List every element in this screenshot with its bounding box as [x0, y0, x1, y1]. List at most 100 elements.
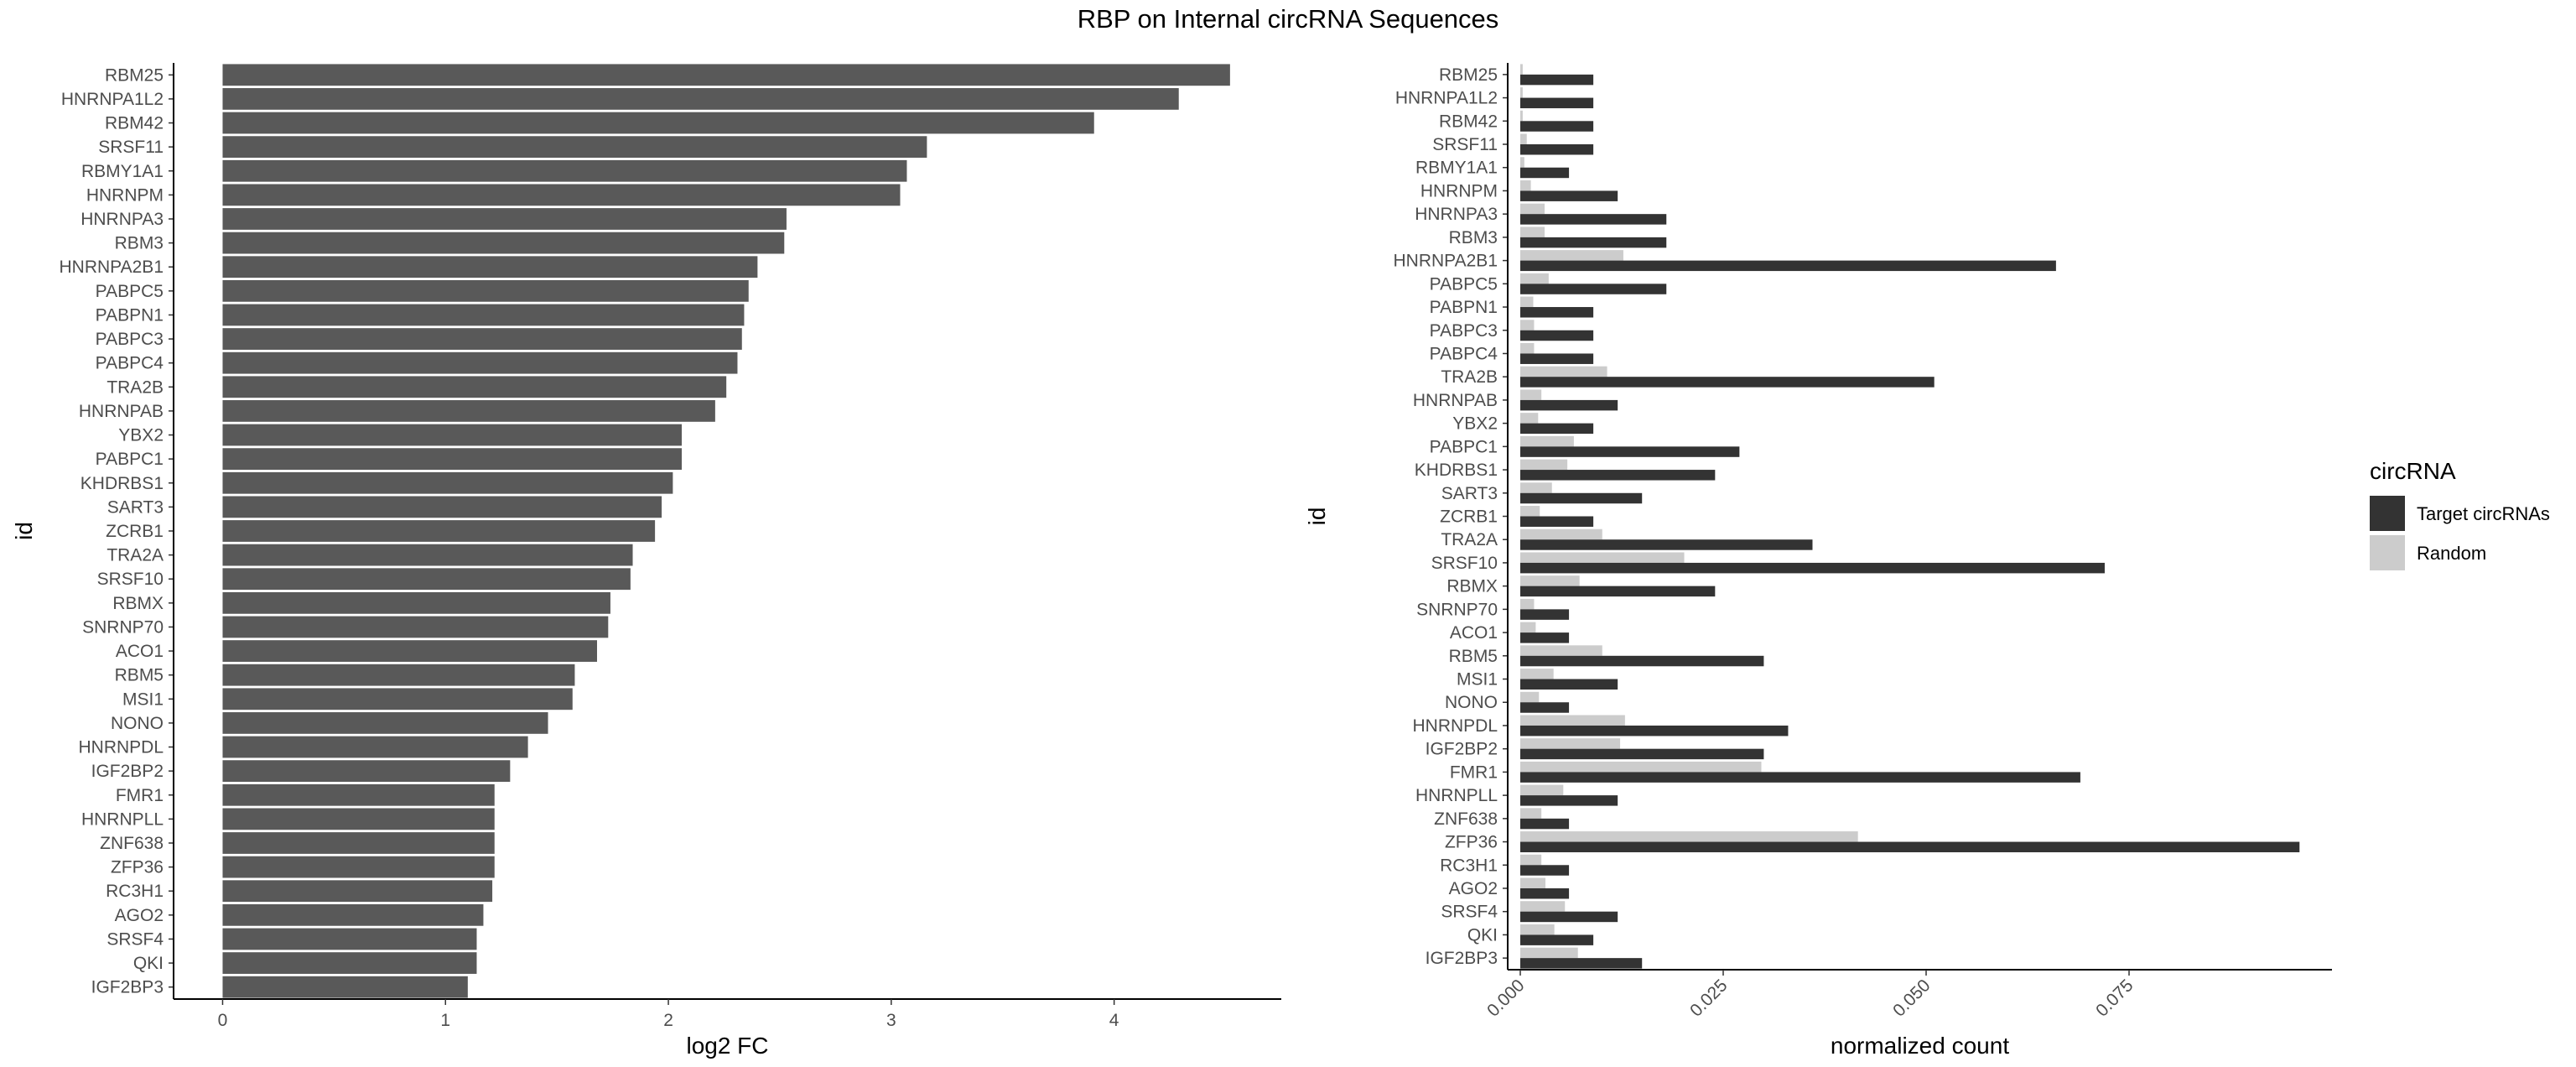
bar-ago2 — [222, 903, 484, 926]
y-tick-label: MSI1 — [1457, 670, 1498, 690]
bar-random-rbmx — [1520, 575, 1580, 586]
bar-random-pabpn1 — [1520, 296, 1534, 308]
bar-random-hnrnpa2b1 — [1520, 250, 1623, 261]
bar-random-igf2bp3 — [1520, 947, 1578, 959]
bar-target-qki — [1520, 934, 1594, 945]
bar-target-rc3h1 — [1520, 865, 1570, 876]
x-tick-label: 4 — [1109, 1011, 1119, 1030]
y-tick-label: RC3H1 — [1440, 856, 1498, 875]
y-tick-label: PABPN1 — [96, 305, 164, 325]
bar-rbmy1a1 — [222, 159, 907, 182]
bar-target-khdrbs1 — [1520, 470, 1716, 481]
bar-random-srsf11 — [1520, 133, 1527, 145]
bar-random-srsf4 — [1520, 901, 1566, 912]
bar-random-qki — [1520, 924, 1555, 935]
bar-target-hnrnpm — [1520, 190, 1618, 201]
y-tick-label: PABPC5 — [1430, 274, 1498, 294]
y-tick-label: AGO2 — [115, 906, 164, 925]
y-tick-label: RBM25 — [1439, 65, 1498, 85]
bar-target-nono — [1520, 702, 1570, 713]
legend: circRNA Target circRNAs Random — [2370, 458, 2550, 570]
bar-random-hnrnpa3 — [1520, 203, 1545, 215]
bar-sart3 — [222, 496, 662, 518]
bar-random-hnrnpdl — [1520, 715, 1625, 726]
y-tick-label: SRSF10 — [1431, 554, 1498, 573]
y-tick-label: NONO — [1445, 693, 1498, 712]
y-tick-label: SRSF11 — [1432, 135, 1498, 154]
bar-target-snrnp70 — [1520, 609, 1570, 620]
bar-random-srsf10 — [1520, 552, 1685, 563]
y-tick-label: HNRNPA2B1 — [60, 258, 164, 277]
bar-random-rbm25 — [1520, 64, 1523, 75]
bar-pabpc1 — [222, 448, 683, 471]
bar-target-igf2bp3 — [1520, 958, 1643, 969]
y-tick-label: KHDRBS1 — [1415, 461, 1498, 480]
y-tick-label: YBX2 — [118, 426, 164, 445]
legend-label-target-circrnas: Target circRNAs — [2417, 503, 2550, 524]
bar-target-hnrnpa1l2 — [1520, 97, 1594, 109]
y-tick-label: IGF2BP2 — [91, 762, 164, 781]
legend-key-target-circrnas — [2370, 496, 2405, 531]
bar-hnrnpa3 — [222, 208, 787, 230]
bar-msi1 — [222, 688, 573, 710]
bar-random-rbm5 — [1520, 645, 1602, 656]
bar-igf2bp3 — [222, 976, 468, 998]
y-tick-label: PABPC4 — [96, 354, 164, 373]
bar-hnrnpa1l2 — [222, 88, 1179, 110]
bar-target-srsf4 — [1520, 911, 1618, 923]
bar-hnrnpa2b1 — [222, 256, 758, 278]
bar-srsf11 — [222, 136, 927, 159]
x-tick-label: 1 — [440, 1011, 450, 1030]
bar-random-nono — [1520, 691, 1540, 703]
bar-target-pabpc5 — [1520, 284, 1667, 294]
y-tick-label: TRA2B — [106, 377, 164, 397]
y-tick-label: MSI1 — [122, 690, 164, 709]
bar-rbm25 — [222, 64, 1230, 86]
bar-hnrnpm — [222, 184, 901, 206]
bar-random-fmr1 — [1520, 761, 1762, 773]
bar-pabpc5 — [222, 279, 749, 302]
y-tick-label: SRSF11 — [98, 138, 164, 157]
bar-srsf4 — [222, 928, 477, 950]
bar-zcrb1 — [222, 520, 656, 542]
bar-target-hnrnpa2b1 — [1520, 260, 2056, 272]
bar-random-rbm42 — [1520, 110, 1523, 122]
bar-random-igf2bp2 — [1520, 738, 1621, 749]
y-tick-label: HNRNPLL — [81, 809, 164, 829]
bar-random-khdrbs1 — [1520, 459, 1568, 471]
y-tick-label: TRA2B — [1441, 367, 1498, 387]
bar-rbm5 — [222, 664, 575, 686]
bar-rbm3 — [222, 232, 785, 254]
bar-random-pabpc3 — [1520, 320, 1535, 331]
bar-target-fmr1 — [1520, 772, 2080, 783]
y-tick-label: RBM42 — [105, 114, 164, 133]
bar-target-rbm3 — [1520, 237, 1667, 248]
bar-khdrbs1 — [222, 471, 673, 494]
bar-random-pabpc5 — [1520, 273, 1549, 284]
bar-random-ago2 — [1520, 877, 1546, 888]
y-tick-label: ZNF638 — [100, 834, 164, 853]
bar-target-ago2 — [1520, 887, 1570, 899]
y-axis-title: id — [11, 522, 37, 540]
bar-random-hnrnpm — [1520, 180, 1531, 191]
legend-key-random — [2370, 535, 2405, 570]
y-tick-label: HNRNPDL — [1412, 716, 1498, 736]
bar-nono — [222, 712, 548, 734]
y-tick-label: PABPC1 — [1430, 437, 1498, 456]
bar-random-hnrnpab — [1520, 389, 1542, 400]
bar-random-znf638 — [1520, 808, 1542, 819]
bar-igf2bp2 — [222, 760, 511, 783]
y-tick-label: RBM5 — [1449, 647, 1498, 666]
y-tick-label: PABPC3 — [1430, 321, 1498, 341]
y-tick-label: IGF2BP2 — [1426, 740, 1498, 759]
y-tick-label: FMR1 — [116, 786, 164, 805]
bar-target-zfp36 — [1520, 841, 2300, 853]
y-tick-label: HNRNPAB — [1413, 391, 1498, 410]
legend-title: circRNA — [2370, 458, 2456, 484]
y-tick-label: HNRNPAB — [79, 402, 164, 421]
bar-random-msi1 — [1520, 669, 1554, 679]
bar-target-tra2a — [1520, 539, 1813, 550]
x-tick-label: 0.075 — [2092, 976, 2137, 1020]
y-tick-label: HNRNPM — [86, 185, 164, 205]
y-axis-title: id — [1304, 507, 1330, 526]
